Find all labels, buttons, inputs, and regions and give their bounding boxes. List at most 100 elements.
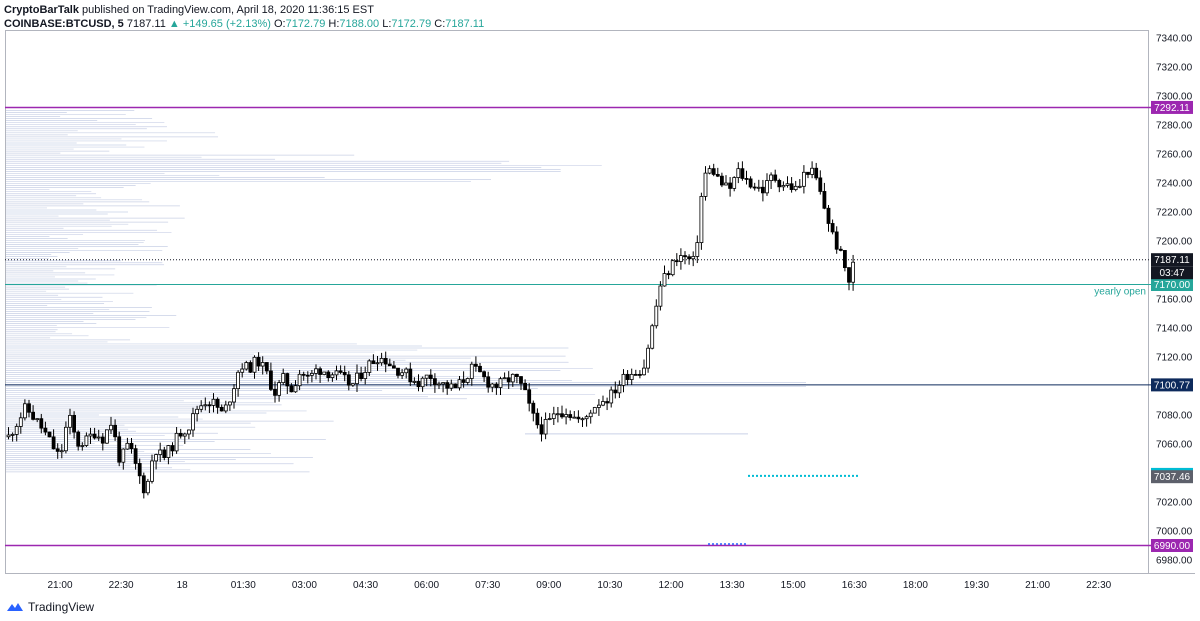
candle-body <box>236 371 241 390</box>
candle-body <box>285 373 290 387</box>
candle-body <box>732 177 737 189</box>
y-tick-label: 7320.00 <box>1156 63 1193 74</box>
candle-body <box>129 442 134 450</box>
candle-body <box>186 429 191 435</box>
open-value: 7172.79 <box>285 18 326 30</box>
candle-body <box>232 388 236 403</box>
candle-body <box>55 448 60 452</box>
candle-body <box>551 413 556 419</box>
extra-price-tag-bg <box>1151 470 1193 484</box>
candle-body <box>264 362 269 372</box>
candle-body <box>191 413 195 431</box>
candle-body <box>14 426 19 435</box>
candle-body <box>182 433 187 437</box>
price-change: ▲ +149.65 (+2.13%) <box>168 18 271 30</box>
candle-body <box>219 406 224 412</box>
candle-body <box>715 174 720 177</box>
x-tick-label: 21:00 <box>1025 580 1050 591</box>
candle-body <box>531 402 536 414</box>
candle-body <box>72 414 76 433</box>
candle-body <box>318 368 323 375</box>
candle-body <box>10 434 15 436</box>
candle-body <box>6 434 11 438</box>
candle-body <box>281 373 286 384</box>
close-value: 7187.11 <box>445 18 485 30</box>
candle-body <box>457 379 462 389</box>
candle-body <box>683 255 687 258</box>
close-label: C: <box>434 18 446 30</box>
volume-profile <box>6 110 806 473</box>
y-tick-label: 7260.00 <box>1156 150 1193 161</box>
candle-body <box>539 424 544 435</box>
candle-body <box>350 383 355 386</box>
symbol-label[interactable]: COINBASE:BTCUSD, 5 <box>4 18 124 30</box>
candle-body <box>572 416 577 419</box>
candle-body <box>22 403 27 419</box>
high-label: H: <box>328 18 340 30</box>
plot-frame <box>5 30 1149 574</box>
y-tick-label: 7300.00 <box>1156 92 1193 103</box>
candle-body <box>761 186 765 194</box>
candle-body <box>609 389 614 404</box>
low-value: 7172.79 <box>391 18 432 30</box>
candle-body <box>744 178 749 180</box>
candle-body <box>445 382 450 389</box>
candle-body <box>322 371 327 375</box>
author-name[interactable]: CryptoBarTalk <box>4 4 79 16</box>
candle-body <box>494 383 499 388</box>
candle-body <box>785 183 790 186</box>
x-tick-label: 07:30 <box>475 580 500 591</box>
candle-body <box>260 362 265 367</box>
candle-body <box>584 416 589 420</box>
candle-body <box>695 242 700 257</box>
candle-body <box>802 171 806 187</box>
time-axis[interactable]: 21:00 22:30 18 01:30 03:00 04:30 06:00 07:30 09:… <box>47 580 1111 591</box>
candle-body <box>428 374 433 380</box>
candle-body <box>625 373 630 380</box>
candle-body <box>420 377 425 388</box>
candle-body <box>666 273 671 276</box>
candle-body <box>223 404 228 412</box>
y-tick-label: 7120.00 <box>1156 353 1193 364</box>
candle-body <box>92 433 97 439</box>
candle-body <box>822 191 827 209</box>
candle-body <box>408 368 413 383</box>
candle-body <box>277 382 282 396</box>
footer: TradingView <box>6 600 94 614</box>
candle-body <box>773 174 778 181</box>
x-tick-label: 09:00 <box>536 580 561 591</box>
extra-price-tag: 7037.46 <box>1154 472 1191 483</box>
candle-body <box>769 174 773 181</box>
candle-body <box>39 418 44 429</box>
candle-body <box>96 436 101 439</box>
candle-body <box>707 168 712 174</box>
candle-body <box>654 305 659 327</box>
candle-body <box>646 347 650 369</box>
candle-body <box>777 179 782 188</box>
candle-body <box>256 356 261 367</box>
candle-body <box>765 180 769 194</box>
y-tick-label: 7280.00 <box>1156 121 1193 132</box>
candle-body <box>43 427 48 433</box>
candle-body <box>363 372 368 380</box>
candle-body <box>379 357 384 364</box>
last-price: 7187.11 <box>126 18 166 30</box>
level-price-tag: 7170.00 <box>1154 280 1191 291</box>
candle-body <box>691 256 696 260</box>
candle-body <box>334 370 339 376</box>
candle-body <box>391 365 396 369</box>
level-price-tag: 6990.00 <box>1154 541 1191 552</box>
open-label: O: <box>273 18 286 30</box>
candle-body <box>252 356 257 373</box>
candle-body <box>117 436 122 463</box>
candle-body <box>736 168 741 178</box>
candle-body <box>605 401 609 404</box>
candle-body <box>195 408 200 415</box>
candle-body <box>199 405 204 410</box>
candle-body <box>133 448 138 464</box>
candle-body <box>564 414 568 418</box>
candle-body <box>810 167 814 175</box>
candle-body <box>207 404 212 407</box>
candle-body <box>490 383 495 388</box>
